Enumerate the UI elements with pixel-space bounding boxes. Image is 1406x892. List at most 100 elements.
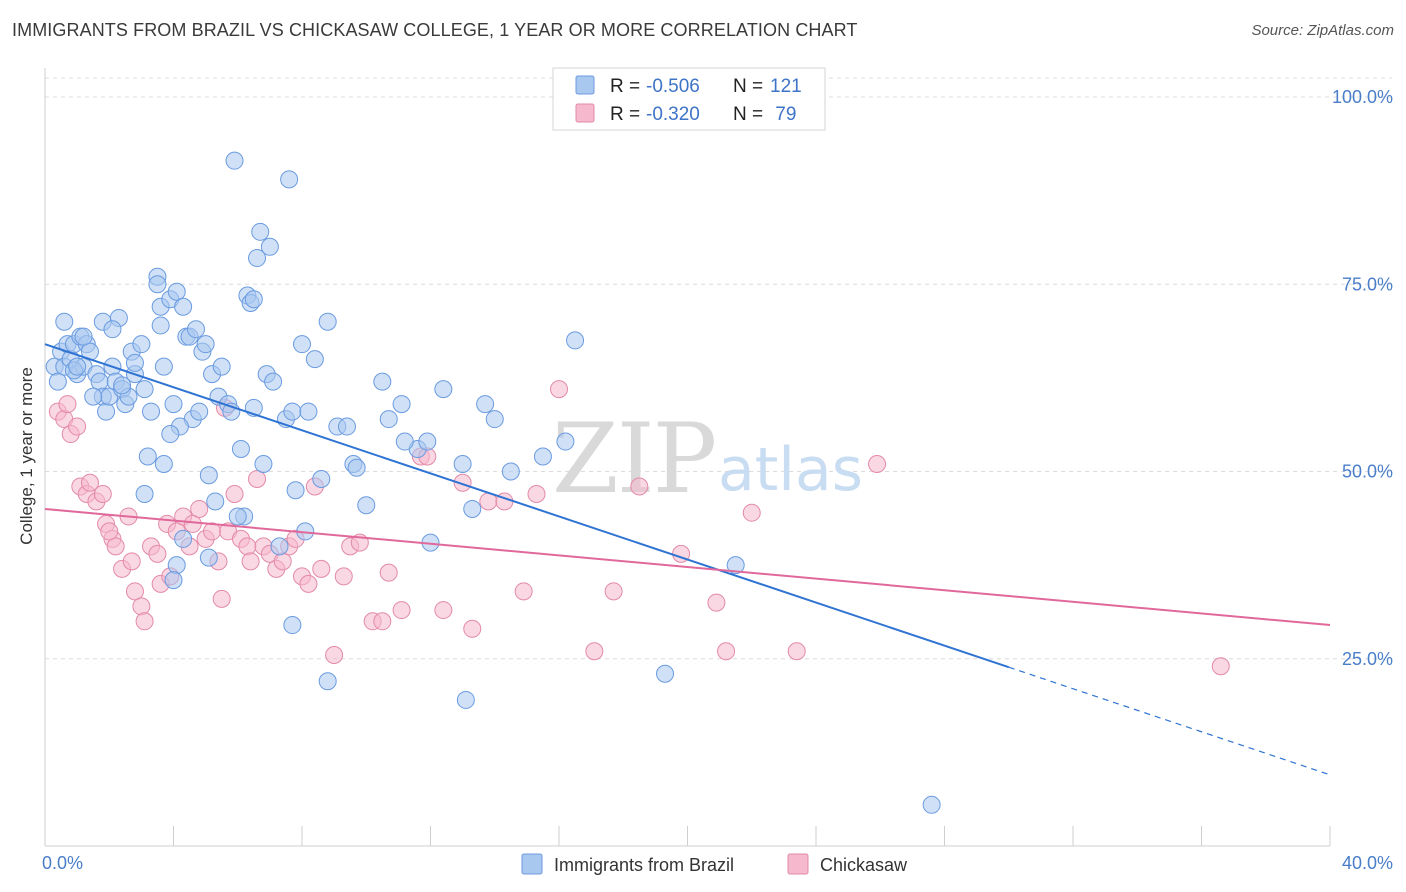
data-point	[604, 582, 623, 601]
data-point	[264, 372, 283, 391]
legend-r-label: R =	[610, 104, 640, 125]
legend-r-value: -0.320	[646, 104, 700, 125]
data-point	[58, 395, 77, 414]
bottom-legend: Immigrants from Brazil Chickasaw	[521, 853, 908, 875]
data-point	[347, 458, 366, 477]
data-point	[190, 402, 209, 421]
data-point	[174, 297, 193, 316]
data-point	[93, 484, 112, 503]
data-point	[248, 249, 267, 268]
data-point	[206, 492, 225, 511]
y-tick-label: 100.0%	[1332, 87, 1393, 107]
grid-lines	[45, 77, 1392, 660]
bottom-legend-label-chickasaw: Chickasaw	[820, 855, 908, 875]
trend-line-extension	[1008, 666, 1331, 776]
y-tick-label: 75.0%	[1342, 274, 1393, 294]
data-point	[103, 320, 122, 339]
data-point	[125, 582, 144, 601]
data-point	[80, 473, 99, 492]
data-point	[434, 601, 453, 620]
data-point	[151, 316, 170, 335]
data-points	[45, 151, 1230, 814]
data-point	[373, 612, 392, 631]
data-point	[154, 455, 173, 474]
chart-source: Source: ZipAtlas.com	[1251, 22, 1394, 39]
data-point	[174, 529, 193, 548]
data-point	[337, 417, 356, 436]
data-point	[167, 282, 186, 301]
data-point	[868, 455, 887, 474]
legend-r-label: R =	[610, 76, 640, 97]
data-point	[379, 563, 398, 582]
watermark-zip: ZIP	[552, 403, 715, 515]
data-point	[305, 350, 324, 369]
data-point	[270, 537, 289, 556]
data-point	[463, 499, 482, 518]
data-point	[476, 395, 495, 414]
trend-line	[44, 343, 1010, 669]
legend-n-label: N =	[733, 104, 763, 125]
data-point	[456, 690, 475, 709]
data-point	[656, 664, 675, 683]
data-point	[190, 499, 209, 518]
data-point	[260, 237, 279, 256]
data-point	[283, 616, 302, 635]
data-point	[514, 582, 533, 601]
data-point	[97, 402, 116, 421]
data-point	[225, 151, 244, 170]
data-point	[167, 556, 186, 575]
watermark: ZIP atlas	[552, 403, 863, 515]
y-tick-label: 25.0%	[1342, 649, 1393, 669]
data-point	[299, 574, 318, 593]
axes	[44, 68, 1331, 847]
legend-r-value: -0.506	[646, 76, 700, 97]
data-point	[550, 380, 568, 399]
legend-n-value: 121	[770, 76, 802, 97]
data-point	[135, 380, 154, 399]
data-point	[100, 522, 119, 541]
y-axis-label: College, 1 year or more	[17, 367, 36, 545]
data-point	[161, 425, 180, 444]
data-point	[922, 795, 941, 814]
data-point	[566, 331, 585, 350]
data-point	[485, 410, 504, 429]
data-point	[1211, 657, 1230, 676]
legend-swatch-brazil	[575, 75, 595, 95]
data-point	[199, 466, 218, 485]
data-point	[241, 552, 260, 571]
data-point	[463, 619, 482, 638]
data-point	[707, 593, 726, 612]
data-point	[286, 481, 305, 500]
data-point	[325, 646, 344, 665]
x-tick-label: 0.0%	[42, 853, 83, 873]
data-point	[132, 597, 151, 616]
legend: R = -0.506 N = 121 R = -0.320 N = 79	[552, 67, 826, 131]
legend-row-brazil: R = -0.506 N = 121	[575, 75, 802, 97]
data-point	[318, 312, 337, 331]
data-point	[395, 432, 414, 451]
data-point	[199, 548, 218, 567]
data-point	[196, 335, 215, 354]
data-point	[106, 537, 125, 556]
data-point	[726, 556, 745, 575]
data-point	[312, 559, 331, 578]
data-point	[231, 440, 250, 459]
data-point	[55, 312, 74, 331]
data-point	[212, 357, 231, 376]
data-point	[787, 642, 806, 661]
data-point	[334, 567, 353, 586]
bottom-legend-swatch-chickasaw	[787, 853, 809, 875]
data-point	[392, 395, 411, 414]
data-point	[254, 455, 273, 474]
data-point	[154, 357, 173, 376]
data-point	[186, 320, 205, 339]
data-point	[357, 496, 376, 515]
data-point	[273, 552, 292, 571]
data-point	[392, 601, 411, 620]
data-point	[248, 469, 267, 488]
data-point	[533, 447, 552, 466]
data-point	[585, 642, 604, 661]
data-point	[293, 335, 311, 354]
data-point	[90, 372, 109, 391]
